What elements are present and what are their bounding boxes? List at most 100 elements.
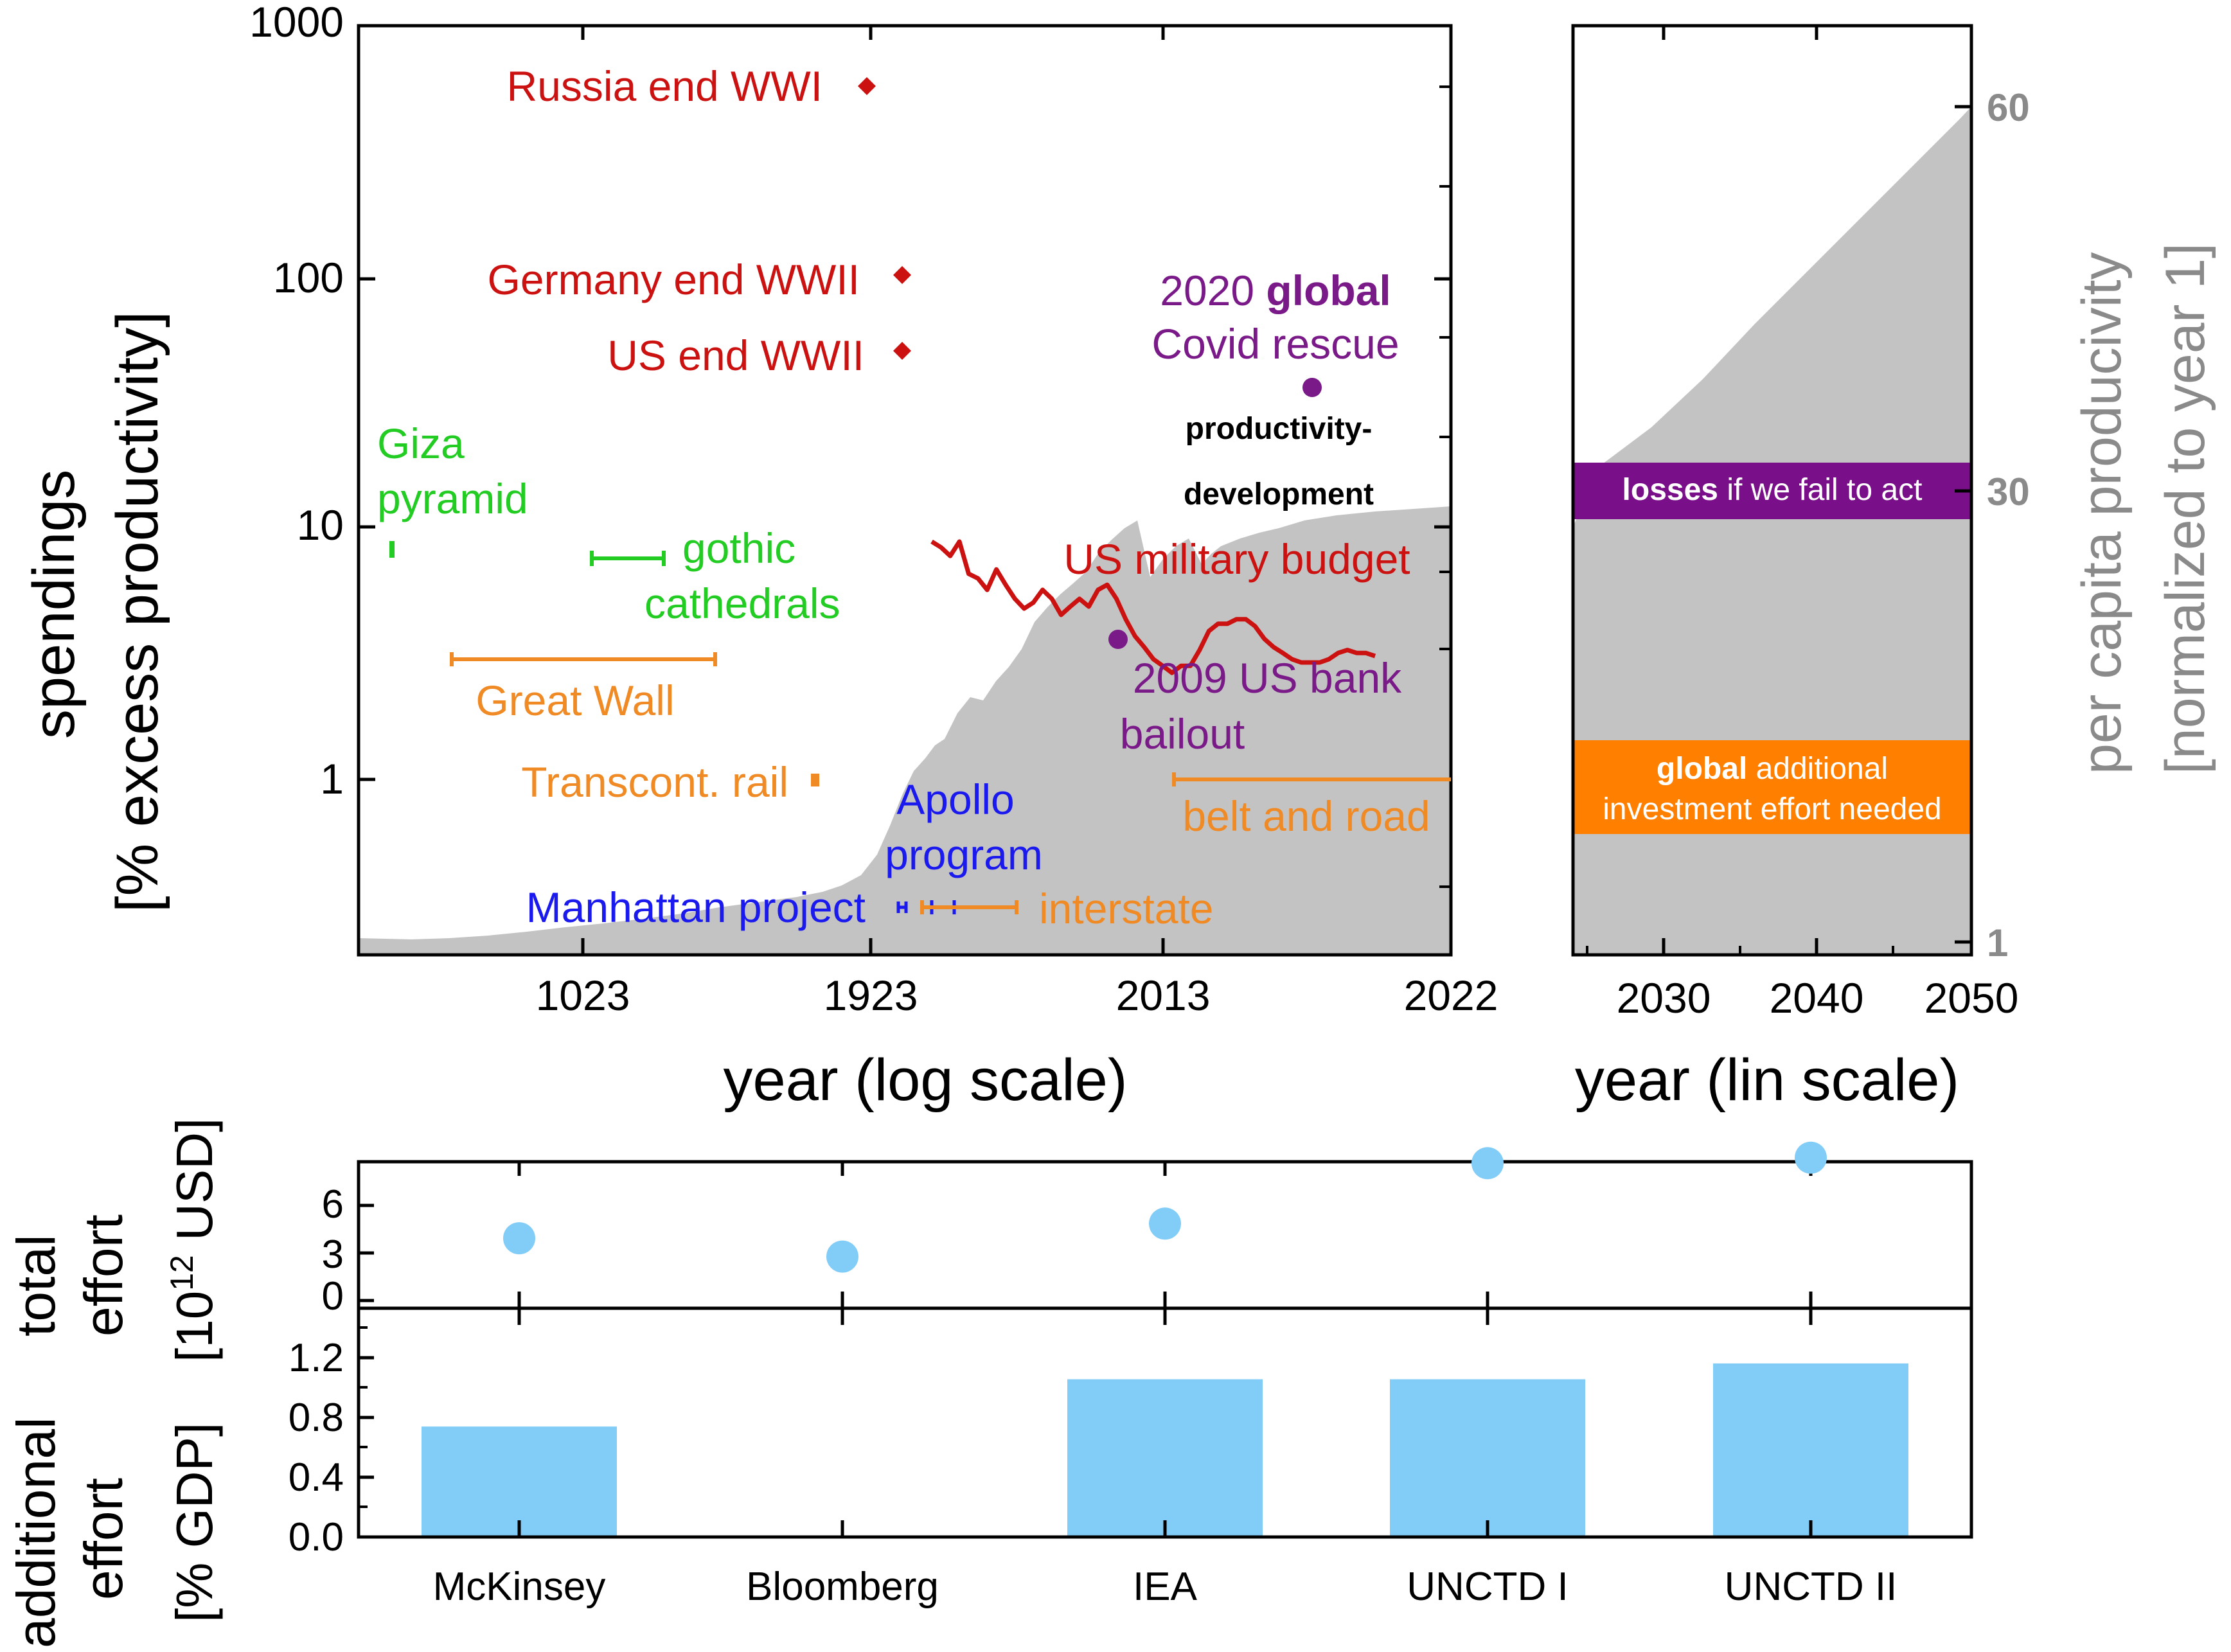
germany-wwii-label: Germany end WWII xyxy=(488,256,860,303)
xtick-label-2050: 2050 xyxy=(1924,974,2019,1022)
losses-band-bold: losses xyxy=(1622,473,1718,507)
germany-wwii-marker xyxy=(893,266,911,284)
additional-effort-bar xyxy=(422,1426,617,1537)
losses-band-text: losses if we fail to act xyxy=(1622,473,1923,507)
gothic-label-line2: cathedrals xyxy=(644,580,840,627)
total-y-title-line1: total xyxy=(6,1234,66,1337)
manhattan-range xyxy=(896,901,908,913)
historic-y-ticks: 1000 100 10 1 xyxy=(249,0,1451,888)
gothic-cathedrals-range xyxy=(590,551,666,566)
belt-and-road-label: belt and road xyxy=(1182,792,1430,840)
us-wwii-marker xyxy=(893,342,911,360)
historic-panel: 1000 100 10 1 1023 1923 2013 2022 year (… xyxy=(21,0,1498,1113)
right-tick-label-1: 1 xyxy=(1987,921,2008,964)
category-label-unctd-i: UNCTD I xyxy=(1407,1565,1568,1609)
investment-band xyxy=(1573,740,1971,834)
xtick-label-1923: 1923 xyxy=(824,972,918,1019)
losses-band-plain: if we fail to act xyxy=(1718,473,1922,507)
historic-y-axis-title: spendings xyxy=(21,470,87,739)
great-wall-label: Great Wall xyxy=(476,677,674,724)
total-ytick-label-3: 3 xyxy=(322,1232,344,1277)
covid-label-bold: global xyxy=(1266,267,1391,314)
giza-label-line2: pyramid xyxy=(377,475,528,522)
xtick-label-2022: 2022 xyxy=(1404,972,1498,1019)
projection-y-axis-title: per capita producivity xyxy=(2071,252,2133,774)
additional-effort-bar xyxy=(1713,1363,1908,1537)
historic-x-ticks: 1023 1923 2013 2022 xyxy=(536,26,1498,1019)
great-wall-range xyxy=(450,652,717,666)
projection-y-axis-title-2: [normalized to year 1] xyxy=(2155,243,2216,774)
historic-y-axis-title-2: [% excess productivity] xyxy=(105,311,170,912)
bank-bailout-marker xyxy=(1108,630,1128,649)
total-ytick-label-0: 0 xyxy=(322,1274,344,1319)
investment-band-bold: global xyxy=(1657,752,1747,786)
additional-y-title: additional xyxy=(6,1417,66,1648)
giza-label-line1: Giza xyxy=(377,420,465,467)
additional-y-title-3: [% GDP] xyxy=(166,1423,223,1622)
xtick-label-1023: 1023 xyxy=(536,972,630,1019)
total-y-title-line2: effort xyxy=(73,1214,134,1337)
apollo-label-line1: Apollo xyxy=(896,776,1014,823)
add-ytick-label-0.4: 0.4 xyxy=(289,1455,344,1500)
right-tick-label-30: 30 xyxy=(1987,470,2030,513)
total-effort-panel: 0 3 6 total effort [1012 USD] xyxy=(6,1118,1973,1362)
total-y-title-2: effort xyxy=(73,1214,134,1337)
additional-effort-bars xyxy=(422,1363,1908,1537)
category-label-mckinsey: McKinsey xyxy=(433,1565,606,1609)
russia-wwi-label: Russia end WWI xyxy=(507,62,822,110)
apollo-label-line2: program xyxy=(885,831,1043,878)
historic-x-axis-title: year (log scale) xyxy=(724,1047,1128,1113)
projection-x-axis-title: year (lin scale) xyxy=(1575,1047,1959,1113)
bank-bailout-label-line2: bailout xyxy=(1120,710,1245,758)
xtick-label-2013: 2013 xyxy=(1116,972,1211,1019)
total-y-title-3: [1012 USD] xyxy=(164,1118,223,1362)
productivity-label-line2: development xyxy=(1184,477,1374,511)
us-wwii-label: US end WWII xyxy=(607,332,864,379)
investment-band-line1: global additional xyxy=(1657,752,1888,786)
ytick-label-1: 1 xyxy=(320,755,344,803)
ytick-label-10: 10 xyxy=(297,501,344,549)
total-y-unit-pre: [10 xyxy=(166,1291,223,1362)
investment-band-plain: additional xyxy=(1747,752,1888,786)
total-effort-point xyxy=(1795,1141,1827,1174)
xtick-label-2040: 2040 xyxy=(1770,974,1864,1022)
ytick-label-1000: 1000 xyxy=(249,0,344,46)
russia-wwi-marker xyxy=(858,77,876,95)
historic-y-title-line1: spendings xyxy=(21,470,87,739)
transcont-rail-marker xyxy=(811,774,819,786)
additional-cat-ticks xyxy=(517,1308,1813,1537)
add-ytick-label-0.0: 0.0 xyxy=(289,1515,344,1559)
interstate-range xyxy=(920,900,1018,914)
historic-y-title-line2: [% excess productivity] xyxy=(105,311,170,912)
giza-pyramid-marker xyxy=(389,541,395,558)
losses-band xyxy=(1573,463,1971,519)
investment-band-line2: investment effort needed xyxy=(1603,792,1941,826)
total-effort-point xyxy=(1471,1147,1504,1180)
total-effort-point xyxy=(503,1222,535,1255)
additional-y-title-line2: effort xyxy=(73,1478,134,1600)
total-ytick-label-6: 6 xyxy=(322,1182,344,1227)
additional-effort-bar xyxy=(1390,1379,1585,1537)
transcont-rail-label: Transcont. rail xyxy=(521,758,788,806)
additional-effort-bar xyxy=(1067,1379,1263,1537)
bank-bailout-label-line1: 2009 US bank xyxy=(1133,654,1402,702)
projection-y-title-line1: per capita producivity xyxy=(2071,252,2133,774)
belt-and-road-range xyxy=(1172,772,1451,786)
ytick-label-100: 100 xyxy=(273,254,344,301)
historic-frame xyxy=(357,24,1453,957)
total-y-unit-post: USD] xyxy=(166,1118,223,1255)
additional-y-title-line1: additional xyxy=(6,1417,66,1648)
category-label-iea: IEA xyxy=(1133,1565,1198,1609)
total-effort-point xyxy=(1149,1207,1181,1240)
add-ytick-label-1.2: 1.2 xyxy=(289,1336,344,1380)
covid-rescue-marker xyxy=(1302,378,1322,397)
total-effort-points xyxy=(503,1141,1827,1273)
total-y-title: total xyxy=(6,1234,66,1337)
interstate-label: interstate xyxy=(1039,885,1213,932)
productivity-area xyxy=(359,506,1451,955)
total-y-unit-sup: 12 xyxy=(164,1255,200,1291)
covid-rescue-label-line2: Covid rescue xyxy=(1151,320,1399,368)
xtick-label-2030: 2030 xyxy=(1617,974,1711,1022)
add-ytick-label-0.8: 0.8 xyxy=(289,1396,344,1440)
additional-y-title-2: effort xyxy=(73,1478,134,1600)
